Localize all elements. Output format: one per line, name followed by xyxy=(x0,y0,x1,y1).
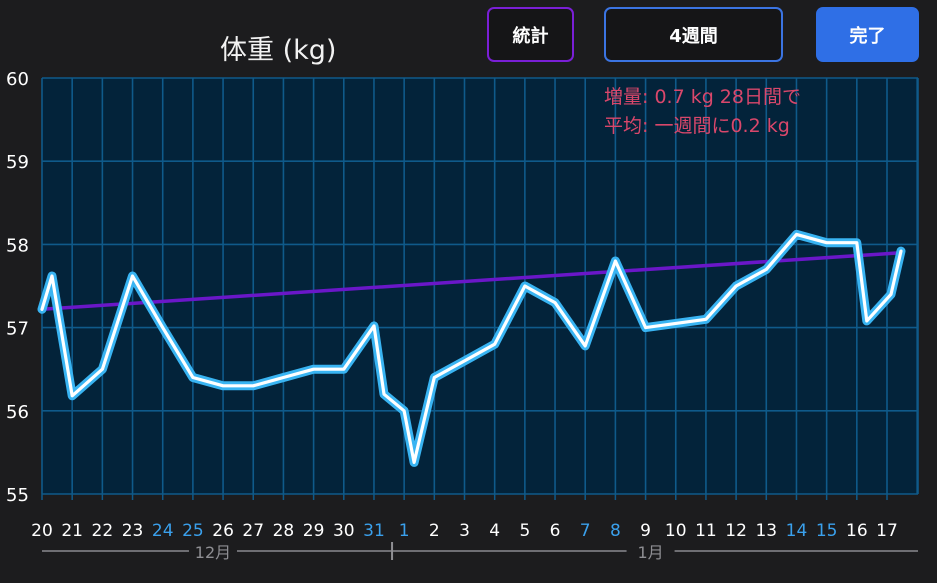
x-tick-label: 11 xyxy=(695,521,717,541)
x-tick-label: 29 xyxy=(303,521,325,541)
x-tick-label: 3 xyxy=(459,521,470,541)
x-tick-label: 20 xyxy=(31,521,53,541)
x-tick-label: 22 xyxy=(92,521,114,541)
gain-stat: 増量: 0.7 kg 28日間で xyxy=(604,86,801,108)
x-tick-label: 6 xyxy=(550,521,561,541)
y-tick-label: 56 xyxy=(6,402,29,423)
x-tick-label: 4 xyxy=(489,521,500,541)
weight-line xyxy=(40,232,903,464)
x-tick-label: 27 xyxy=(242,521,264,541)
x-tick-label: 12 xyxy=(725,521,747,541)
month-label: 1月 xyxy=(637,543,663,562)
x-tick-label: 9 xyxy=(640,521,651,541)
x-tick-label: 13 xyxy=(755,521,777,541)
x-tick-label: 7 xyxy=(580,521,591,541)
page-title: 体重 (kg) xyxy=(220,35,337,66)
x-tick-label: 1 xyxy=(399,521,410,541)
x-tick-label: 10 xyxy=(665,521,687,541)
x-tick-label: 28 xyxy=(273,521,295,541)
x-tick-label: 15 xyxy=(816,521,838,541)
trend-line xyxy=(40,250,903,312)
plot-area xyxy=(42,78,918,494)
x-tick-label: 24 xyxy=(152,521,174,541)
y-tick-label: 59 xyxy=(6,152,29,173)
x-tick-label: 30 xyxy=(333,521,355,541)
done-button[interactable]: 完了 xyxy=(816,7,919,62)
month-label-bg xyxy=(626,541,675,561)
x-tick-label: 16 xyxy=(846,521,868,541)
x-tick-label: 17 xyxy=(876,521,898,541)
stats-button[interactable]: 統計 xyxy=(487,7,574,62)
x-tick-label: 14 xyxy=(786,521,808,541)
y-tick-label: 57 xyxy=(6,319,29,340)
x-tick-label: 21 xyxy=(61,521,83,541)
average-stat: 平均: 一週間に0.2 kg xyxy=(604,115,790,137)
month-label: 12月 xyxy=(195,543,231,562)
month-label-bg xyxy=(188,541,237,561)
x-tick-label: 2 xyxy=(429,521,440,541)
range-button[interactable]: 4週間 xyxy=(604,7,783,62)
x-tick-label: 5 xyxy=(519,521,530,541)
x-tick-label: 25 xyxy=(182,521,204,541)
x-tick-label: 31 xyxy=(363,521,385,541)
y-tick-label: 60 xyxy=(6,69,29,90)
x-tick-label: 8 xyxy=(610,521,621,541)
y-tick-label: 58 xyxy=(6,235,29,256)
x-tick-label: 26 xyxy=(212,521,234,541)
y-tick-label: 55 xyxy=(6,485,29,506)
x-tick-label: 23 xyxy=(122,521,144,541)
